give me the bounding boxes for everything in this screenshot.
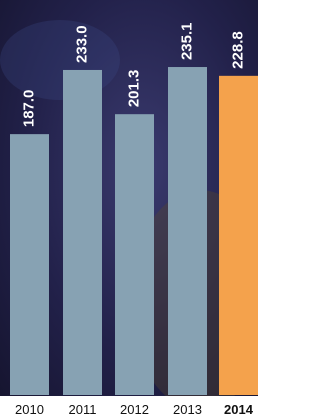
x-tick-label: 2014 bbox=[224, 402, 254, 417]
value-label: 187.0 bbox=[20, 90, 37, 128]
value-label: 233.0 bbox=[73, 25, 90, 63]
value-label: 235.1 bbox=[178, 22, 195, 60]
value-label: 228.8 bbox=[229, 31, 246, 69]
page: {"chart_data": {"type": "bar", "categori… bbox=[0, 0, 258, 417]
chart: 187.0 2010 233.0 2011 201.3 2012 235.1 2013 228.… bbox=[0, 0, 258, 417]
bar bbox=[219, 76, 258, 395]
x-tick-label: 2010 bbox=[15, 402, 44, 417]
x-tick-label: 2012 bbox=[120, 402, 149, 417]
bar bbox=[10, 134, 49, 395]
x-tick-label: 2011 bbox=[69, 402, 97, 417]
bar bbox=[63, 70, 102, 395]
value-label: 201.3 bbox=[125, 70, 142, 108]
x-tick-label: 2013 bbox=[173, 402, 202, 417]
bar bbox=[168, 67, 207, 395]
bar bbox=[115, 114, 154, 395]
